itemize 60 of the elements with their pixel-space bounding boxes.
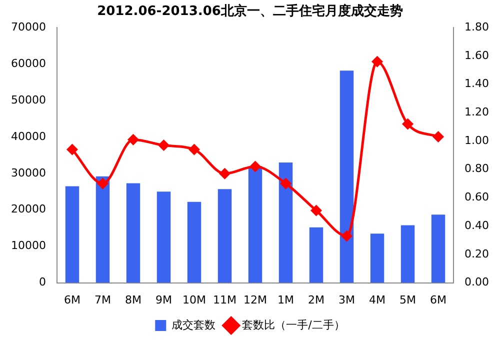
- x-tick-label: 6M: [430, 293, 447, 306]
- bar: [218, 189, 232, 283]
- y-tick-label: 40000: [10, 130, 46, 143]
- bar: [370, 234, 384, 283]
- point: [97, 178, 108, 189]
- y-tick-label: 70000: [10, 20, 46, 34]
- x-tick-label: 12M: [244, 293, 267, 306]
- point: [66, 144, 78, 155]
- point: [220, 168, 230, 179]
- bar: [248, 166, 262, 283]
- x-tick-label: 9M: [155, 293, 172, 306]
- x-tick-label: 11M: [213, 293, 236, 306]
- point: [433, 132, 444, 142]
- point: [311, 205, 322, 216]
- y2-tick-label: 1.80: [464, 20, 490, 34]
- legend-label: 套数比（一手/二手）: [242, 318, 345, 332]
- x-tick-label: 7M: [94, 293, 111, 306]
- x-tick-label: 10M: [182, 293, 206, 306]
- y2-tick-label: 0.00: [464, 276, 490, 289]
- point: [158, 140, 169, 151]
- chart-title: 2012.06-2013.06北京一、二手住宅月度成交走势: [97, 3, 403, 20]
- point: [402, 118, 414, 130]
- y2-tick-label: 1.20: [464, 106, 490, 119]
- bar: [431, 214, 446, 283]
- bar: [126, 183, 140, 283]
- bar: [187, 202, 202, 283]
- point: [250, 161, 260, 172]
- bar: [65, 186, 80, 283]
- y2-tick-label: 0.20: [464, 247, 490, 260]
- y2-tick-label: 1.40: [464, 77, 490, 90]
- x-tick-label: 2M: [308, 293, 325, 306]
- point: [342, 230, 352, 242]
- point: [189, 144, 200, 155]
- x-tick-label: 6M: [64, 293, 80, 306]
- point: [280, 178, 291, 189]
- y2-tick-label: 0.40: [464, 218, 490, 232]
- y2-tick-label: 1.60: [464, 48, 490, 62]
- y2-tick-label: 1.00: [464, 134, 490, 147]
- point: [372, 56, 383, 67]
- y-tick-label: 50000: [10, 93, 46, 106]
- y-tick-label: 30000: [10, 166, 46, 180]
- x-tick-label: 3M: [338, 293, 356, 306]
- bar: [156, 192, 171, 283]
- y2-tick-label: 0.80: [464, 162, 490, 176]
- y-tick-label: 0: [38, 276, 46, 289]
- bar: [96, 176, 110, 283]
- x-tick-label: 5M: [400, 293, 416, 306]
- y-tick-label: 60000: [10, 56, 46, 70]
- y-tick-label: 10000: [10, 239, 46, 252]
- point: [128, 134, 138, 145]
- y2-tick-label: 0.60: [464, 190, 490, 204]
- legend-label: 成交套数: [172, 318, 216, 332]
- y-tick-label: 20000: [10, 202, 46, 216]
- x-tick-label: 8M: [124, 293, 142, 306]
- x-tick-label: 4M: [369, 293, 386, 306]
- bar: [400, 225, 415, 283]
- bar: [278, 162, 293, 283]
- x-tick-label: 1M: [278, 293, 294, 306]
- bar: [309, 227, 324, 283]
- bar: [340, 70, 354, 283]
